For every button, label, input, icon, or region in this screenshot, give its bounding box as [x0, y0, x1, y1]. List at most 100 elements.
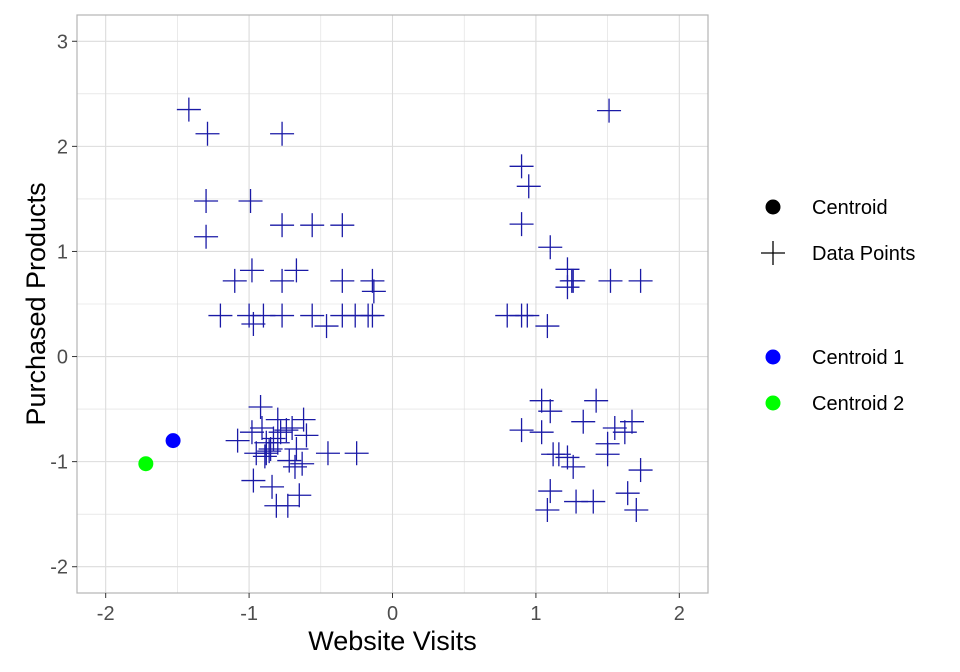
data-point [248, 394, 273, 419]
centroid-2-point [138, 456, 154, 472]
data-points [176, 97, 653, 522]
data-point [555, 445, 580, 470]
data-point [360, 303, 385, 328]
data-point [612, 420, 637, 445]
legend-label: Centroid 2 [812, 393, 904, 415]
data-point [538, 399, 563, 424]
data-point [615, 481, 640, 506]
data-point [330, 213, 355, 238]
y-tick-label: 3 [57, 31, 68, 53]
data-point [584, 388, 609, 413]
legend-key-centroid [765, 199, 781, 215]
data-point [277, 448, 302, 473]
data-point [222, 268, 247, 293]
data-point [314, 314, 339, 339]
data-point [290, 451, 315, 476]
data-point [628, 458, 653, 483]
data-point [270, 121, 295, 146]
y-tick-label: 0 [57, 347, 68, 369]
x-axis-ticks: -2 -1 0 1 2 [97, 593, 685, 625]
data-point [628, 268, 653, 293]
x-tick-label: 1 [530, 603, 541, 625]
data-point [529, 420, 554, 445]
data-point [598, 268, 623, 293]
data-point [287, 483, 312, 508]
data-point [241, 468, 266, 493]
legend-key-data-points [761, 241, 785, 265]
data-point [624, 497, 649, 522]
data-point [360, 268, 385, 293]
y-axis-title: Purchased Products [21, 182, 51, 425]
data-point [291, 407, 316, 432]
data-point [561, 454, 586, 479]
data-point [274, 418, 299, 443]
x-axis-title: Website Visits [308, 626, 477, 656]
data-point [509, 418, 534, 443]
data-point [282, 454, 307, 479]
x-tick-label: 2 [674, 603, 685, 625]
data-point [509, 154, 534, 179]
data-point [535, 314, 560, 339]
legend-label: Data Points [812, 243, 915, 265]
data-point [194, 189, 219, 214]
data-point [261, 426, 286, 451]
data-point [538, 235, 563, 260]
data-point [619, 409, 644, 434]
legend: Centroid Data Points Centroid 1 Centroid 2 [761, 197, 915, 415]
data-point [270, 268, 295, 293]
y-axis-ticks: -2 -1 0 1 2 3 [50, 31, 77, 579]
data-point [535, 497, 560, 522]
data-point [300, 303, 325, 328]
data-point [208, 303, 233, 328]
data-point [595, 442, 620, 467]
data-point [258, 437, 283, 462]
data-point [571, 409, 596, 434]
data-point [239, 420, 264, 445]
x-tick-label: -1 [240, 603, 258, 625]
legend-key-centroid-1 [765, 349, 781, 365]
data-point [555, 275, 580, 300]
data-point [284, 437, 309, 462]
y-tick-label: 2 [57, 136, 68, 158]
data-point [195, 121, 220, 146]
data-point [284, 258, 309, 283]
legend-label: Centroid [812, 197, 888, 219]
data-point [194, 224, 219, 249]
data-point [602, 416, 627, 441]
data-point [597, 98, 622, 123]
data-point [265, 430, 290, 455]
data-point [270, 303, 295, 328]
data-point [538, 479, 563, 504]
data-point [516, 174, 541, 199]
data-point [260, 474, 285, 499]
data-point [330, 268, 355, 293]
data-point [581, 489, 606, 514]
data-point [238, 189, 263, 214]
data-point [300, 213, 325, 238]
data-point [344, 441, 369, 466]
legend-label: Centroid 1 [812, 347, 904, 369]
data-point [254, 441, 279, 466]
data-point [294, 423, 319, 448]
y-tick-label: 1 [57, 241, 68, 263]
centroid-1-point [165, 433, 181, 449]
x-tick-label: -2 [97, 603, 115, 625]
data-point [239, 258, 264, 283]
data-point [225, 428, 250, 453]
data-point [509, 212, 534, 237]
y-tick-label: -1 [50, 452, 68, 474]
grid [77, 15, 708, 593]
centroids [138, 433, 181, 472]
data-point [561, 268, 586, 293]
legend-key-centroid-2 [765, 395, 781, 411]
data-point [176, 97, 201, 122]
data-point [270, 213, 295, 238]
data-point [268, 420, 293, 445]
y-tick-label: -2 [50, 557, 68, 579]
data-point [515, 303, 540, 328]
data-point [249, 416, 274, 441]
data-point [275, 493, 300, 518]
data-point [315, 441, 340, 466]
x-tick-label: 0 [387, 603, 398, 625]
